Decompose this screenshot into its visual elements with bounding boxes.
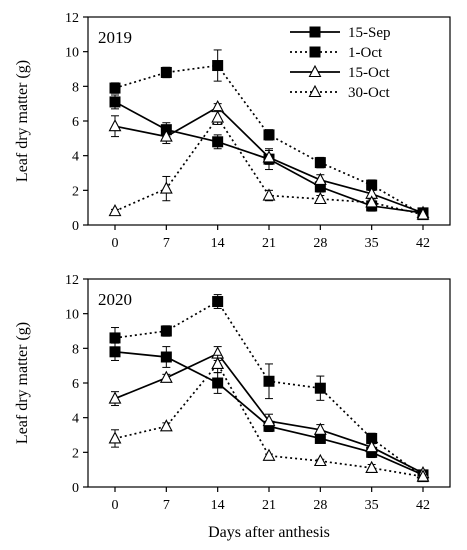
legend-item: 15-Oct bbox=[290, 64, 390, 81]
data-point bbox=[262, 150, 276, 163]
data-point bbox=[109, 332, 121, 344]
data-point bbox=[313, 172, 327, 185]
x-tick-label: 28 bbox=[313, 498, 327, 513]
legend-marker bbox=[309, 26, 321, 38]
data-point bbox=[159, 129, 173, 142]
data-point bbox=[365, 460, 379, 473]
panel-2020: 0 2 4 6 8 10 12 0 7 14 21 28 35 42 Leaf dry matter (g)… bbox=[14, 273, 451, 541]
legend: 15-Sep 1-Oct 15-Oct 30-Oct bbox=[290, 25, 391, 101]
data-point bbox=[108, 119, 122, 132]
legend-marker bbox=[309, 46, 321, 58]
year-label: 2019 bbox=[98, 28, 132, 47]
x-tick-label: 42 bbox=[416, 236, 430, 251]
x-tick-label: 7 bbox=[163, 236, 170, 251]
data-point bbox=[109, 82, 121, 94]
legend-label: 30-Oct bbox=[348, 85, 390, 101]
data-point bbox=[212, 60, 224, 72]
x-axis-label: Days after anthesis bbox=[208, 524, 330, 541]
x-tick-label: 14 bbox=[211, 236, 225, 251]
data-point bbox=[160, 66, 172, 78]
data-point bbox=[416, 469, 430, 482]
y-tick-label: 2 bbox=[72, 446, 79, 461]
data-point bbox=[108, 431, 122, 444]
data-point bbox=[212, 377, 224, 389]
data-point bbox=[313, 422, 327, 435]
data-point bbox=[159, 181, 173, 194]
y-tick-label: 0 bbox=[72, 219, 79, 234]
x-tick-label: 21 bbox=[262, 236, 276, 251]
data-point bbox=[160, 351, 172, 363]
series-15-oct bbox=[108, 99, 430, 218]
x-tick-label: 35 bbox=[365, 236, 379, 251]
x-tick-label: 28 bbox=[313, 236, 327, 251]
data-point bbox=[211, 356, 225, 369]
data-point bbox=[108, 203, 122, 217]
y-axis-label: Leaf dry matter (g) bbox=[14, 322, 31, 444]
x-tick-label: 7 bbox=[163, 498, 170, 513]
legend-label: 15-Oct bbox=[348, 65, 390, 81]
legend-item: 15-Sep bbox=[290, 25, 391, 41]
y-tick-label: 12 bbox=[65, 273, 79, 288]
x-tick-label: 0 bbox=[112, 498, 119, 513]
legend-label: 1-Oct bbox=[348, 45, 383, 61]
year-label: 2020 bbox=[98, 290, 132, 309]
data-point bbox=[365, 439, 379, 453]
data-point bbox=[211, 99, 225, 113]
legend-label: 15-Sep bbox=[348, 25, 391, 41]
y-tick-label: 4 bbox=[72, 412, 79, 427]
y-tick-label: 0 bbox=[72, 481, 79, 496]
legend-marker bbox=[308, 64, 322, 78]
y-axis-label: Leaf dry matter (g) bbox=[14, 60, 31, 182]
y-tick-label: 4 bbox=[72, 150, 79, 165]
data-point bbox=[211, 110, 225, 123]
x-tick-label: 14 bbox=[211, 498, 225, 513]
legend-marker bbox=[308, 84, 322, 98]
x-tick-label: 35 bbox=[365, 498, 379, 513]
y-tick-label: 6 bbox=[72, 377, 79, 392]
data-point bbox=[262, 413, 276, 427]
data-point bbox=[313, 453, 327, 467]
y-tick-label: 10 bbox=[65, 46, 79, 61]
y-tick-label: 8 bbox=[72, 342, 79, 357]
data-point bbox=[365, 195, 379, 208]
data-point bbox=[109, 96, 121, 108]
y-tick-label: 6 bbox=[72, 115, 79, 130]
x-tick-label: 0 bbox=[112, 236, 119, 251]
y-tick-label: 8 bbox=[72, 80, 79, 95]
x-tick-label: 21 bbox=[262, 498, 276, 513]
data-point bbox=[314, 157, 326, 169]
panel-2019: 0 2 4 6 8 10 12 0 7 14 21 28 35 42 Leaf dry matter (g)… bbox=[14, 11, 451, 251]
data-point bbox=[263, 129, 275, 141]
y-tick-label: 2 bbox=[72, 184, 79, 199]
data-point bbox=[159, 419, 173, 432]
data-point bbox=[314, 382, 326, 394]
series-30-oct bbox=[108, 354, 430, 482]
data-point bbox=[313, 191, 327, 205]
data-point bbox=[416, 207, 430, 220]
data-point bbox=[108, 391, 122, 404]
data-point bbox=[262, 448, 276, 461]
data-point bbox=[160, 325, 172, 337]
data-point bbox=[212, 296, 224, 308]
y-tick-label: 10 bbox=[65, 308, 79, 323]
data-point bbox=[212, 136, 224, 148]
data-point bbox=[262, 188, 276, 201]
x-tick-label: 42 bbox=[416, 498, 430, 513]
y-tick-label: 12 bbox=[65, 11, 79, 26]
data-point bbox=[159, 370, 173, 383]
data-point bbox=[263, 375, 275, 387]
series-30-oct bbox=[108, 110, 430, 220]
legend-item: 30-Oct bbox=[290, 84, 390, 101]
legend-item: 1-Oct bbox=[290, 45, 383, 61]
